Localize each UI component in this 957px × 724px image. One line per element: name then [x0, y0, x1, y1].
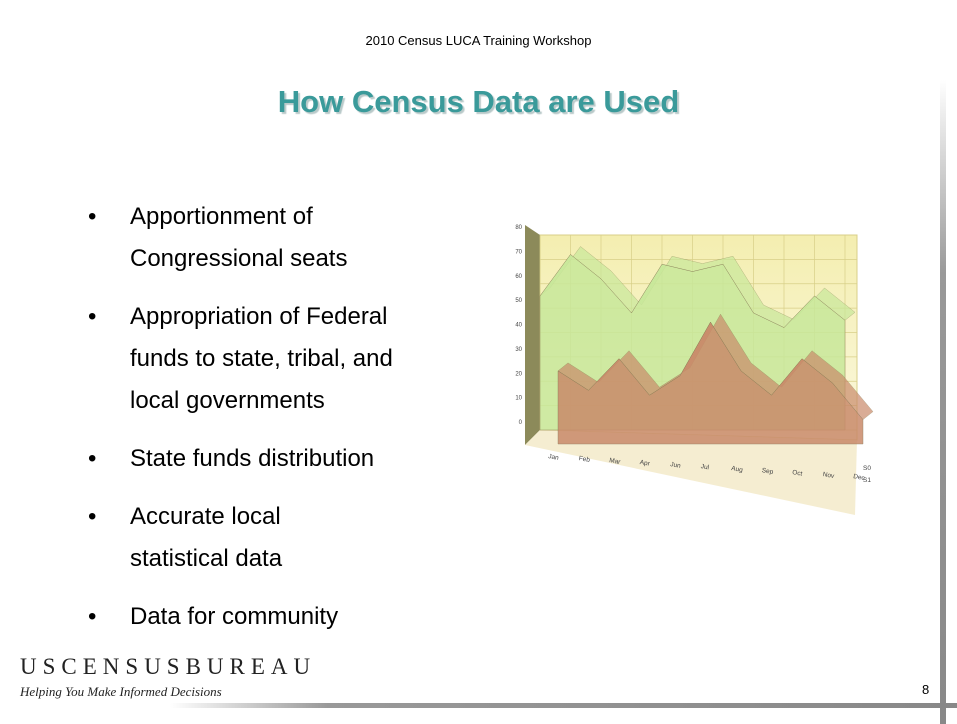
- bullet-dot: •: [88, 603, 97, 630]
- floor: [525, 430, 857, 515]
- bullet-item: • Accurate local statistical data: [88, 496, 393, 580]
- x-tick-label: Apr: [639, 459, 651, 468]
- y-tick-label: 40: [515, 323, 522, 329]
- bullet-dot: •: [88, 445, 97, 472]
- slide-title: How Census Data are Used: [277, 84, 680, 119]
- x-tick-label: Jul: [700, 463, 710, 471]
- bullet-text: Congressional seats: [130, 245, 348, 272]
- y-tick-label: 80: [515, 225, 522, 231]
- area: [557, 321, 864, 445]
- tagline: Helping You Make Informed Decisions: [20, 684, 222, 699]
- x-tick-label: Jun: [670, 461, 682, 470]
- frame-bar-bottom: [170, 703, 957, 708]
- chart-illustration: 0 10 20 30 40 50 60 70 80 Jan Feb Mar Apr Jun Jul Aug Se…: [515, 225, 874, 515]
- bullet-text: Data for community: [130, 603, 339, 630]
- x-tick-label: Dec: [853, 473, 866, 482]
- bullet-text: Apportionment of: [130, 203, 313, 230]
- bullet-dot: •: [88, 503, 97, 530]
- bullet-item: • Data for community: [88, 596, 393, 638]
- x-tick-label: Sep: [761, 467, 774, 476]
- frame-bar-right: [940, 80, 946, 724]
- bullet-text: local governments: [130, 387, 325, 414]
- bullet-item: • Appropriation of Federal funds to state,…: [88, 296, 393, 422]
- side-wall: [525, 225, 540, 445]
- y-tick-label: 0: [519, 420, 523, 426]
- bullet-text: funds to state, tribal, and: [130, 345, 393, 372]
- agency-logo: USCENSUSBUREAU: [20, 654, 317, 679]
- x-tick-label: Mar: [609, 457, 622, 466]
- y-tick-label: 20: [515, 371, 522, 377]
- x-tick-label: Feb: [578, 455, 591, 464]
- header: 2010 Census LUCA Training Workshop: [365, 33, 592, 48]
- page-number: 8: [922, 682, 930, 697]
- y-tick-label: 30: [515, 347, 522, 353]
- bullet-text: Appropriation of Federal: [130, 303, 388, 330]
- y-tick-label: 10: [515, 396, 522, 402]
- bullet-item: • Apportionment of Congressional seats: [88, 196, 393, 280]
- bullet-dot: •: [88, 203, 97, 230]
- bullet-item: • State funds distribution: [88, 438, 393, 480]
- bullet-text: State funds distribution: [130, 445, 375, 472]
- legend-label: S1: [863, 477, 871, 484]
- x-tick-label: Oct: [792, 469, 803, 478]
- y-tick-label: 60: [515, 274, 522, 280]
- y-tick-label: 50: [515, 298, 522, 304]
- x-tick-label: Jan: [548, 453, 560, 462]
- bullet-text: statistical data: [130, 545, 283, 572]
- bullet-list: • Apportionment of Congressional seats • App…: [88, 196, 393, 654]
- x-tick-label: Nov: [822, 471, 835, 480]
- bullet-dot: •: [88, 303, 97, 330]
- bullet-text: Accurate local: [130, 503, 281, 530]
- legend-label: S0: [863, 465, 871, 472]
- x-tick-label: Aug: [731, 465, 744, 474]
- y-tick-label: 70: [515, 249, 522, 255]
